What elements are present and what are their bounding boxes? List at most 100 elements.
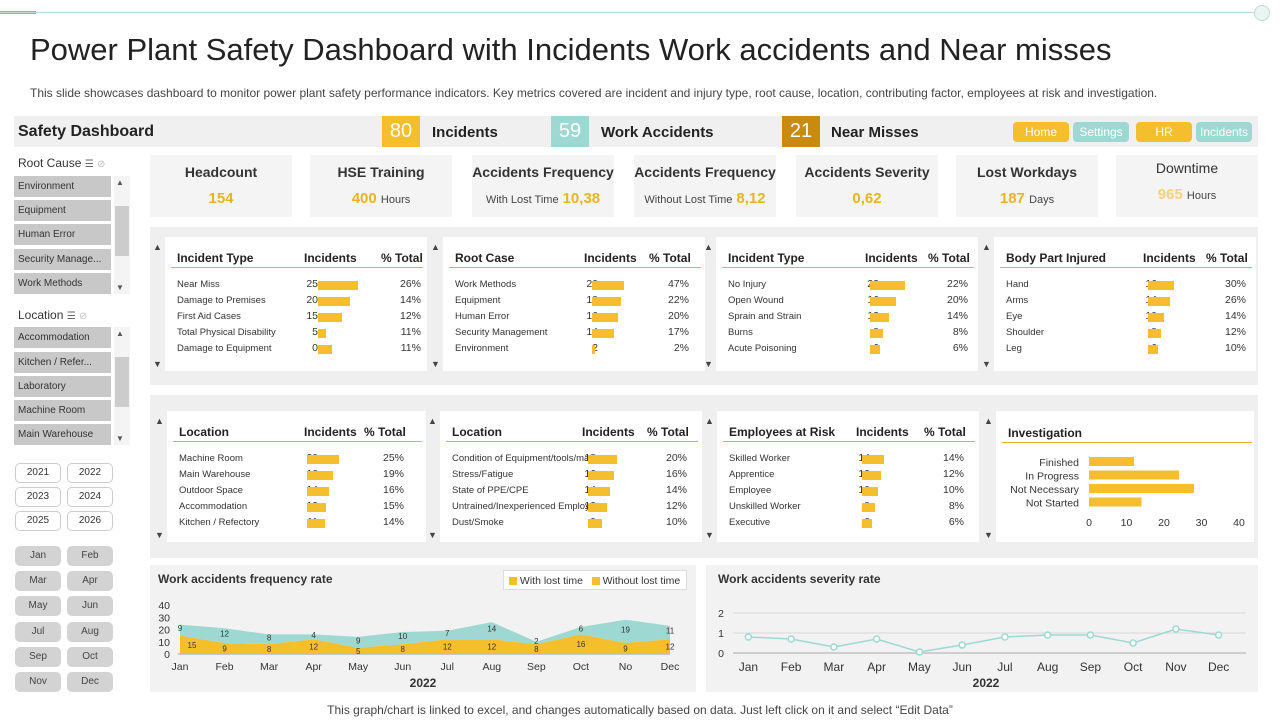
- year-2023-button[interactable]: 2023: [15, 487, 61, 507]
- location-item[interactable]: Kitchen / Refer...: [14, 352, 111, 373]
- scroll-down-icon[interactable]: ▼: [153, 359, 162, 369]
- scroll-down-icon[interactable]: ▼: [428, 530, 437, 540]
- severity-point: [787, 635, 795, 643]
- row-percent: 2%: [673, 342, 689, 354]
- work-accidents-label: Work Accidents: [601, 124, 714, 141]
- scroll-up-icon[interactable]: ▲: [116, 329, 124, 338]
- scroll-down-icon[interactable]: ▼: [705, 530, 714, 540]
- multi-select-icon[interactable]: ☰: [84, 159, 94, 170]
- scroll-up-icon[interactable]: ▲: [704, 242, 713, 252]
- location-item[interactable]: Laboratory: [14, 376, 111, 397]
- root-cause-slicer-title: Root Cause ☰ ⊘: [18, 156, 106, 170]
- month-feb-button[interactable]: Feb: [67, 546, 113, 566]
- location-item[interactable]: Accommodation: [14, 327, 111, 348]
- kpi-title: Downtime: [1155, 160, 1219, 176]
- month-oct-button[interactable]: Oct: [67, 647, 113, 667]
- row-percent: 14%: [665, 484, 687, 496]
- root-cause-item[interactable]: Environment: [14, 176, 111, 197]
- near-misses-label: Near Misses: [831, 124, 919, 141]
- month-may-button[interactable]: May: [15, 596, 61, 616]
- x-axis-tick: Sep: [527, 661, 546, 673]
- scroll-up-icon[interactable]: ▲: [982, 242, 991, 252]
- row-label: Main Warehouse: [179, 469, 251, 480]
- scroll-up-icon[interactable]: ▲: [116, 178, 124, 187]
- month-jan-button[interactable]: Jan: [15, 546, 61, 566]
- scroll-down-icon[interactable]: ▼: [982, 359, 991, 369]
- month-mar-button[interactable]: Mar: [15, 571, 61, 591]
- severity-point: [1214, 631, 1223, 639]
- data-label-without-lost-time: 12: [487, 643, 496, 652]
- month-jun-button[interactable]: Jun: [67, 596, 113, 616]
- scroll-up-icon[interactable]: ▲: [705, 416, 714, 426]
- data-label-with-lost-time: 12: [220, 630, 229, 639]
- row-bar: [870, 329, 883, 338]
- scroll-thumb[interactable]: [115, 206, 129, 256]
- column-header-incidents: Incidents: [856, 425, 909, 439]
- year-2024-button[interactable]: 2024: [67, 487, 113, 507]
- scroll-down-icon[interactable]: ▼: [116, 283, 124, 292]
- nav-settings-button[interactable]: Settings: [1073, 122, 1129, 142]
- root-cause-item[interactable]: Equipment: [14, 200, 111, 221]
- scroll-up-icon[interactable]: ▲: [155, 416, 164, 426]
- severity-point: [744, 633, 753, 641]
- scroll-down-icon[interactable]: ▼: [704, 359, 713, 369]
- multi-select-icon[interactable]: ☰: [66, 311, 76, 322]
- row-label: Work Methods: [455, 279, 517, 290]
- row-bar: [592, 345, 596, 354]
- location-item[interactable]: Main Warehouse: [14, 424, 111, 445]
- year-2021-button[interactable]: 2021: [15, 463, 61, 483]
- nav-incidents-button[interactable]: Incidents: [1196, 122, 1252, 142]
- scroll-up-icon[interactable]: ▲: [153, 242, 162, 252]
- table-panel: Incident Type Incidents % Total Near Miss 25…: [165, 237, 427, 371]
- row-bar: [862, 519, 872, 528]
- row-bar: [1148, 313, 1164, 322]
- kpi-title: HSE Training: [337, 164, 425, 180]
- row-bar: [588, 455, 617, 464]
- y-axis-tick: 0: [164, 649, 170, 661]
- scroll-down-icon[interactable]: ▼: [431, 359, 440, 369]
- nav-home-button[interactable]: Home: [1013, 122, 1069, 142]
- x-axis-tick: Mar: [824, 660, 845, 674]
- clear-filter-icon[interactable]: ⊘: [97, 159, 106, 170]
- month-aug-button[interactable]: Aug: [67, 622, 113, 642]
- month-nov-button[interactable]: Nov: [15, 672, 61, 692]
- row-percent: 30%: [1224, 278, 1246, 290]
- table-title: Location: [179, 425, 229, 439]
- root-cause-item[interactable]: Work Methods: [14, 273, 111, 294]
- year-2022-button[interactable]: 2022: [67, 463, 113, 483]
- row-percent: 17%: [667, 326, 689, 338]
- root-cause-item[interactable]: Security Manage...: [14, 249, 111, 270]
- month-sep-button[interactable]: Sep: [15, 647, 61, 667]
- row-percent: 11%: [400, 326, 421, 338]
- kpi-value: 10,38: [562, 190, 601, 207]
- root-cause-item[interactable]: Human Error: [14, 224, 111, 245]
- scroll-down-icon[interactable]: ▼: [155, 530, 164, 540]
- scroll-down-icon[interactable]: ▼: [116, 434, 124, 443]
- year-2026-button[interactable]: 2026: [67, 511, 113, 531]
- root-cause-scrollbar[interactable]: ▲ ▼: [114, 176, 130, 294]
- clear-filter-icon[interactable]: ⊘: [79, 311, 88, 322]
- scroll-down-icon[interactable]: ▼: [984, 530, 993, 540]
- row-percent: 14%: [399, 294, 421, 306]
- kpi-frequency-lost-time: Accidents Frequency With Lost Time 10,38: [472, 155, 614, 217]
- row-bar: [318, 313, 342, 322]
- year-2025-button[interactable]: 2025: [15, 511, 61, 531]
- severity-point: [958, 641, 966, 649]
- month-jul-button[interactable]: Jul: [15, 622, 61, 642]
- location-item[interactable]: Machine Room: [14, 400, 111, 421]
- footer-note: This graph/chart is linked to excel, and…: [327, 703, 953, 717]
- scroll-up-icon[interactable]: ▲: [984, 416, 993, 426]
- row-label: Stress/Fatigue: [452, 469, 514, 480]
- scroll-up-icon[interactable]: ▲: [431, 242, 440, 252]
- row-percent: 25%: [382, 452, 404, 464]
- nav-hr-button[interactable]: HR: [1136, 122, 1192, 142]
- data-label-with-lost-time: 9: [178, 624, 183, 633]
- month-dec-button[interactable]: Dec: [67, 672, 113, 692]
- row-label: Hand: [1006, 279, 1029, 290]
- location-scrollbar[interactable]: ▲ ▼: [114, 327, 130, 445]
- month-apr-button[interactable]: Apr: [67, 571, 113, 591]
- scroll-up-icon[interactable]: ▲: [428, 416, 437, 426]
- scroll-thumb[interactable]: [115, 357, 129, 407]
- column-header-incidents: Incidents: [304, 425, 357, 439]
- dashboard-label: Safety Dashboard: [18, 123, 155, 140]
